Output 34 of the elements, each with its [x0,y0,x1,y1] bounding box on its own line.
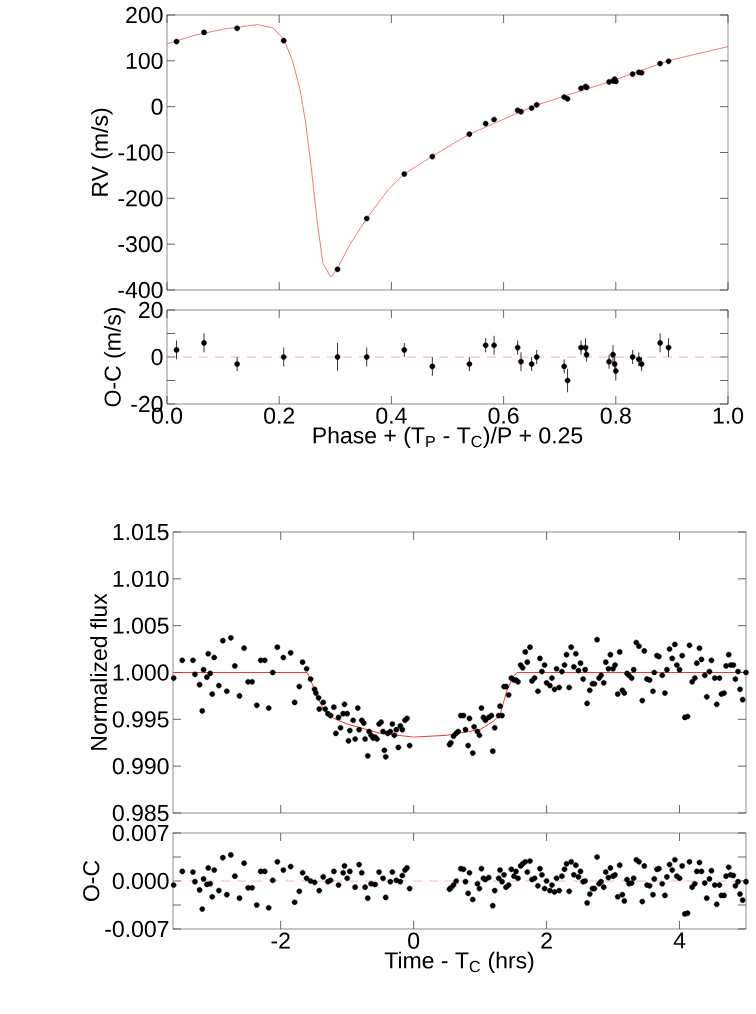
y-axis-title: Normalized flux [90,593,108,750]
x-axis-title: Phase + (T$_{P}$ - T$_{C}$)/P + 0.25 [313,426,583,449]
y-tick-label: 0.985 [112,804,169,822]
x-tick-label: 4 [673,932,686,949]
y-tick-label: -0.007 [105,920,169,938]
x-tick-label: 2 [541,932,552,949]
y-tick-label: 0.990 [112,758,169,775]
x-tick-label: 0.4 [376,407,407,424]
y-tick-label: -300 [118,236,163,253]
y-tick-label: 0.007 [112,824,169,842]
y-tick-label: 20 [139,301,163,319]
y-tick-label: 100 [126,52,163,69]
y-tick-label: -400 [118,281,163,299]
y-tick-label: 1.005 [113,617,169,634]
x-axis-title: Time - T$_{C}$ (hrs) [384,951,534,974]
x-tick-label: -2 [271,932,290,949]
x-tick-label: 0.2 [264,407,295,424]
y-axis-title: RV (m/s) [91,108,113,196]
y-tick-label: 0.000 [112,872,169,890]
x-tick-label: 0 [408,932,420,949]
y-tick-label: 1.015 [113,523,169,541]
y-tick-label: 0 [151,98,163,115]
x-tick-label: 1.0 [713,407,744,424]
y-tick-label: 0.995 [112,711,169,728]
y-tick-label: 1.010 [113,570,169,587]
y-axis-title: O-C (m/s) [103,307,126,407]
y-tick-label: 1.000 [113,664,169,681]
y-tick-label: 0 [151,348,163,366]
y-axis-title: O-C [83,860,100,901]
y-tick-label: 200 [126,6,163,24]
x-tick-label: 0.6 [488,407,519,424]
y-tick-label: -200 [118,190,163,207]
y-tick-label: -100 [118,144,163,161]
x-tick-label: 0.8 [600,407,631,424]
